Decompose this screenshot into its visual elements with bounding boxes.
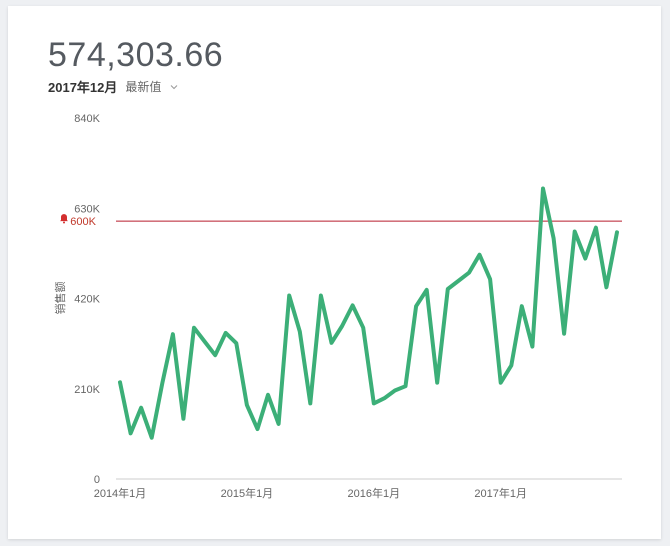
kpi-period: 2017年12月 (48, 80, 118, 95)
x-tick-label: 2017年1月 (474, 486, 527, 500)
x-tick-label: 2014年1月 (94, 486, 147, 500)
chevron-down-icon (171, 84, 178, 89)
threshold-label: 600K (70, 216, 96, 228)
x-tick-label: 2016年1月 (347, 486, 400, 500)
y-tick-label: 420K (74, 294, 100, 306)
bell-icon (60, 214, 68, 224)
bell-clapper (63, 221, 65, 224)
y-tick-label: 630K (74, 203, 100, 215)
y-axis-title: 销售额 (53, 282, 67, 315)
kpi-chart-card: 574,303.66 2017年12月 最新值 (8, 6, 661, 539)
y-tick-label: 0 (94, 474, 100, 486)
y-tick-label: 210K (74, 384, 100, 396)
aggregation-dropdown[interactable]: 最新值 (125, 78, 179, 95)
aggregation-dropdown-label: 最新值 (125, 80, 162, 94)
bell-body (60, 214, 68, 222)
kpi-subtitle: 2017年12月 最新值 (48, 77, 179, 96)
x-tick-label: 2015年1月 (221, 486, 274, 500)
y-tick-label: 840K (74, 113, 100, 125)
kpi-value: 574,303.66 (48, 36, 224, 74)
series-line (118, 186, 619, 440)
